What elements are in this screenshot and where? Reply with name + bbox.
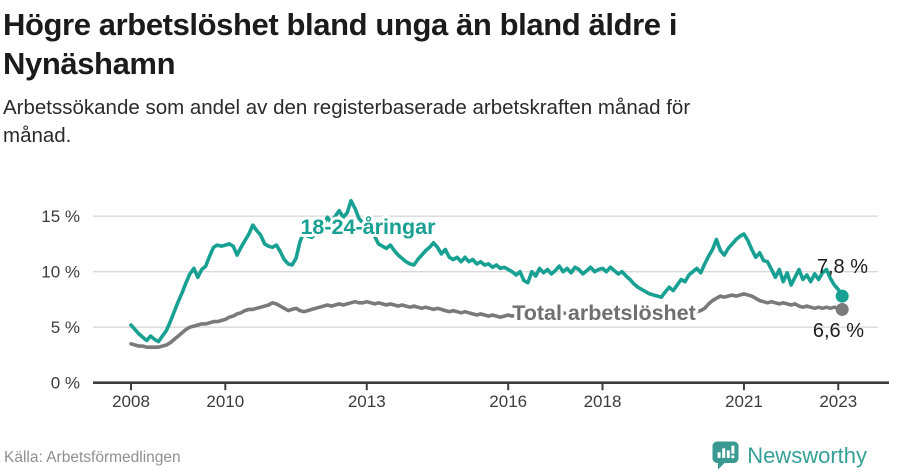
series-label-youth: 18-24-åringar [300,215,436,239]
x-tick-label: 2010 [206,392,244,411]
y-tick-label: 15 % [41,207,80,226]
end-dot-youth [835,289,849,303]
end-value-total: 6,6 % [813,320,864,342]
series-label-total: Total arbetslöshet [512,301,696,325]
y-tick-label: 5 % [51,318,80,337]
page-subtitle: Arbetssökande som andel av den registerb… [3,96,691,148]
newsworthy-logo-text: Newsworthy [747,442,867,468]
chart-generated: 15 % 10 % 5 % 0 % 2008 2010 2013 2016 2018 2021 20… [41,198,889,411]
x-tick-label: 2018 [584,392,622,411]
x-tick-label: 2023 [819,392,857,411]
page-title: Högre arbetslöshet bland unga än bland ä… [3,7,678,82]
x-tick-label: 2016 [489,392,527,411]
x-tick-label: 2013 [348,392,386,411]
newsworthy-bubble-chart-icon [712,441,739,470]
source-text: Källa: Arbetsförmedlingen [4,449,181,466]
x-tick-label: 2008 [112,392,150,411]
y-tick-label: 10 % [41,263,80,282]
end-dot-total [835,302,849,316]
x-tick-label: 2021 [725,392,763,411]
newsworthy-logo[interactable]: Newsworthy [712,441,867,470]
y-tick-label: 0 % [51,374,80,393]
series-line-youth [129,198,844,344]
end-value-youth: 7,8 % [817,256,868,278]
series-line-total [129,292,844,349]
